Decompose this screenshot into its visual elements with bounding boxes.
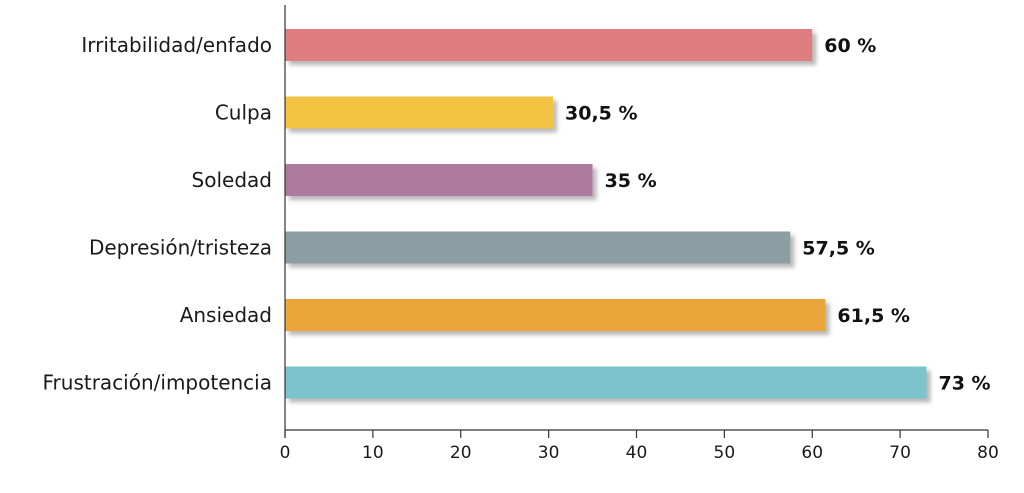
- value-labels-group: 60 % 30,5 % 35 % 57,5 % 61,5 % 73 %: [565, 35, 991, 395]
- value-label-irritabilidad-enfado: 60 %: [824, 35, 876, 57]
- x-tick-label-80: 80: [977, 443, 999, 463]
- bar-soledad: [285, 164, 593, 196]
- x-tick-label-30: 30: [538, 443, 560, 463]
- category-label-soledad: Soledad: [192, 168, 272, 192]
- x-tick-label-70: 70: [889, 443, 911, 463]
- value-label-depresion-tristeza: 57,5 %: [802, 238, 875, 260]
- category-label-depresion-tristeza: Depresión/tristeza: [89, 236, 272, 260]
- category-label-irritabilidad-enfado: Irritabilidad/enfado: [81, 33, 272, 57]
- x-tick-label-20: 20: [450, 443, 472, 463]
- bar-ansiedad: [285, 299, 826, 331]
- category-label-culpa: Culpa: [215, 101, 272, 125]
- bar-irritabilidad-enfado: [285, 29, 813, 61]
- x-tick-label-10: 10: [362, 443, 384, 463]
- bar-frustracion-impotencia: [285, 366, 927, 399]
- value-label-frustracion-impotencia: 73 %: [938, 373, 990, 395]
- category-label-ansiedad: Ansiedad: [180, 303, 272, 327]
- value-label-soledad: 35 %: [605, 170, 657, 192]
- value-label-ansiedad: 61,5 %: [837, 305, 910, 327]
- bars-group: [285, 29, 927, 399]
- category-labels-group: Irritabilidad/enfado Culpa Soledad Depresió…: [43, 33, 273, 395]
- category-label-frustracion-impotencia: Frustración/impotencia: [43, 371, 273, 395]
- value-label-culpa: 30,5 %: [565, 103, 638, 125]
- bar-culpa: [285, 96, 554, 129]
- x-tick-label-0: 0: [280, 443, 291, 463]
- bar-depresion-tristeza: [285, 231, 791, 264]
- x-axis-ticks-group: 0 10 20 30 40 50 60 70 80: [280, 430, 999, 463]
- x-tick-label-50: 50: [714, 443, 736, 463]
- x-tick-label-60: 60: [801, 443, 823, 463]
- x-tick-label-40: 40: [626, 443, 648, 463]
